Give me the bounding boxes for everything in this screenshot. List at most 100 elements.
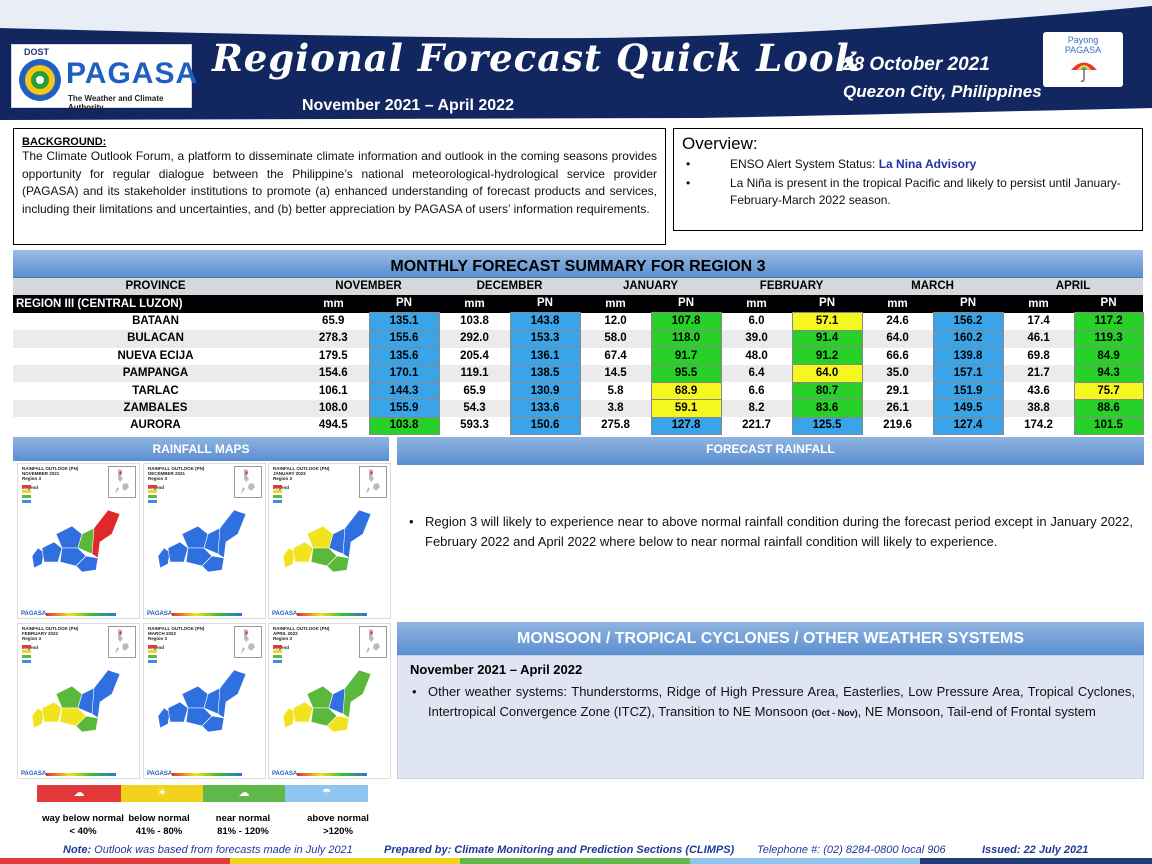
pn-cell: 91.7 bbox=[650, 347, 722, 366]
map-color-scale bbox=[46, 613, 116, 616]
legend-category: below normal bbox=[128, 813, 190, 824]
province-shape bbox=[157, 707, 171, 729]
mm-cell: 58.0 bbox=[580, 330, 652, 348]
unit-mm: mm bbox=[1003, 295, 1075, 313]
legend-swatch bbox=[22, 495, 31, 498]
pn-cell: 149.5 bbox=[932, 399, 1004, 418]
mm-cell: 278.3 bbox=[298, 330, 369, 348]
overview-item: • La Niña is present in the tropical Pac… bbox=[682, 175, 1134, 209]
legend-category: near normal bbox=[215, 813, 271, 824]
mm-cell: 6.0 bbox=[748, 314, 765, 327]
map-title-text: RAINFALL OUTLOOK (PN) bbox=[273, 626, 330, 631]
note-label: Note: bbox=[63, 844, 92, 856]
mm-cell: 593.3 bbox=[460, 419, 489, 432]
mm-cell: 3.8 bbox=[580, 399, 652, 418]
monsoon-item: • Other weather systems: Thunderstorms, … bbox=[408, 682, 1135, 723]
pagasa-logo: DOST PAGASA The Weather and Climate Auth… bbox=[11, 44, 197, 112]
forecast-table: PROVINCE NOVEMBER DECEMBER JANUARY FEBRU… bbox=[13, 278, 1144, 436]
map-region: Region 3 bbox=[273, 636, 293, 641]
cloud-icon: ☁ bbox=[203, 785, 285, 802]
province-shape bbox=[342, 669, 372, 719]
pn-cell: 80.7 bbox=[791, 381, 863, 401]
header-banner bbox=[0, 0, 1152, 120]
mm-cell: 221.7 bbox=[742, 419, 771, 432]
legend-swatch bbox=[148, 660, 157, 663]
mm-cell: 65.9 bbox=[463, 384, 486, 397]
province-shape bbox=[55, 685, 83, 709]
province-shape bbox=[342, 509, 372, 559]
legend-swatch bbox=[273, 650, 282, 653]
mm-cell: 119.1 bbox=[439, 364, 511, 383]
province-shape bbox=[282, 707, 296, 729]
province-shape bbox=[157, 547, 171, 569]
month-header: DECEMBER bbox=[439, 278, 581, 296]
location-inset bbox=[359, 466, 387, 498]
mm-cell: 35.0 bbox=[862, 364, 934, 383]
legend-swatch bbox=[273, 495, 282, 498]
mm-cell: 219.6 bbox=[883, 419, 912, 432]
mm-cell: 21.7 bbox=[1003, 364, 1075, 383]
rain-icon: ☂ bbox=[285, 785, 368, 802]
legend-swatch bbox=[22, 660, 31, 663]
pn-cell: 127.8 bbox=[650, 416, 722, 436]
table-row: NUEVA ECIJA 179.5 135.6 205.4 136.1 67.4 91.7 4… bbox=[13, 347, 1144, 366]
rainfall-maps-title: RAINFALL MAPS bbox=[13, 437, 389, 461]
mm-cell: 65.9 bbox=[322, 314, 345, 327]
province-shape bbox=[282, 547, 296, 569]
province-shape bbox=[306, 525, 334, 549]
footer-stripe bbox=[0, 858, 230, 864]
pn-cell: 130.9 bbox=[509, 381, 581, 401]
footer-stripe bbox=[460, 858, 690, 864]
map-color-scale bbox=[46, 773, 116, 776]
mm-cell: 24.6 bbox=[886, 314, 909, 327]
location-inset bbox=[108, 466, 136, 498]
monsoon-text-small: (Oct - Nov) bbox=[811, 707, 858, 718]
mm-cell: 6.4 bbox=[721, 364, 793, 383]
enso-status-value: La Nina Advisory bbox=[878, 157, 977, 171]
legend-label-way-below: way below normal < 40% bbox=[38, 812, 128, 838]
region3-map bbox=[157, 509, 247, 573]
pn-cell: 101.5 bbox=[1073, 416, 1144, 436]
region3-map bbox=[31, 669, 121, 733]
map-legend bbox=[22, 485, 52, 505]
pn-cell: 107.8 bbox=[650, 312, 722, 331]
map-legend bbox=[273, 485, 303, 505]
pn-cell: 143.8 bbox=[509, 312, 581, 331]
footer-stripe bbox=[230, 858, 460, 864]
province-header: PROVINCE bbox=[13, 278, 298, 296]
map-month: JANUARY 2022 bbox=[273, 471, 306, 476]
map-month: APRIL 2022 bbox=[273, 631, 298, 636]
pn-cell: 95.5 bbox=[650, 364, 722, 383]
province-shape bbox=[326, 555, 350, 573]
map-logo: PAGASA bbox=[21, 611, 47, 617]
table-row: ZAMBALES 108.0 155.9 54.3 133.6 3.8 59.1 8.2 83.… bbox=[13, 399, 1144, 418]
pn-cell: 133.6 bbox=[509, 399, 581, 418]
province-cell: ZAMBALES bbox=[13, 399, 298, 418]
pn-cell: 136.1 bbox=[509, 347, 581, 366]
legend-range: 41% - 80% bbox=[135, 826, 183, 837]
province-shape bbox=[41, 701, 63, 723]
province-shape bbox=[292, 541, 314, 563]
province-cell: BATAAN bbox=[132, 314, 179, 327]
mm-cell: 66.6 bbox=[886, 349, 909, 362]
table-row: TARLAC 106.1 144.3 65.9 130.9 5.8 68.9 6.6 80.7 2… bbox=[13, 381, 1144, 401]
region-label: REGION III (CENTRAL LUZON) bbox=[13, 295, 298, 313]
table-body: BATAAN 65.9 135.1 103.8 143.8 12.0 107.8 6.0 57.… bbox=[13, 312, 1144, 436]
legend-swatch bbox=[273, 485, 282, 488]
map-color-scale bbox=[172, 773, 242, 776]
region3-map bbox=[157, 669, 247, 733]
table-row: BULACAN 278.3 155.6 292.0 153.3 58.0 118.0 39.0… bbox=[13, 329, 1144, 349]
bullet-icon: • bbox=[412, 684, 417, 699]
rainfall-map: RAINFALL OUTLOOK (PN) FEBRUARY 2022 Region… bbox=[17, 623, 140, 779]
province-shape bbox=[91, 669, 121, 719]
province-cell: NUEVA ECIJA bbox=[117, 349, 194, 362]
sun-icon: ☀ bbox=[121, 785, 203, 802]
pn-cell: 103.8 bbox=[368, 416, 440, 436]
mm-cell: 64.0 bbox=[862, 330, 934, 348]
page-title: Regional Forecast Quick Look bbox=[212, 36, 862, 80]
legend-swatch bbox=[22, 650, 31, 653]
monsoon-panel: November 2021 – April 2022 • Other weath… bbox=[397, 655, 1144, 779]
legend-swatch bbox=[273, 660, 282, 663]
map-logo: PAGASA bbox=[147, 611, 173, 617]
